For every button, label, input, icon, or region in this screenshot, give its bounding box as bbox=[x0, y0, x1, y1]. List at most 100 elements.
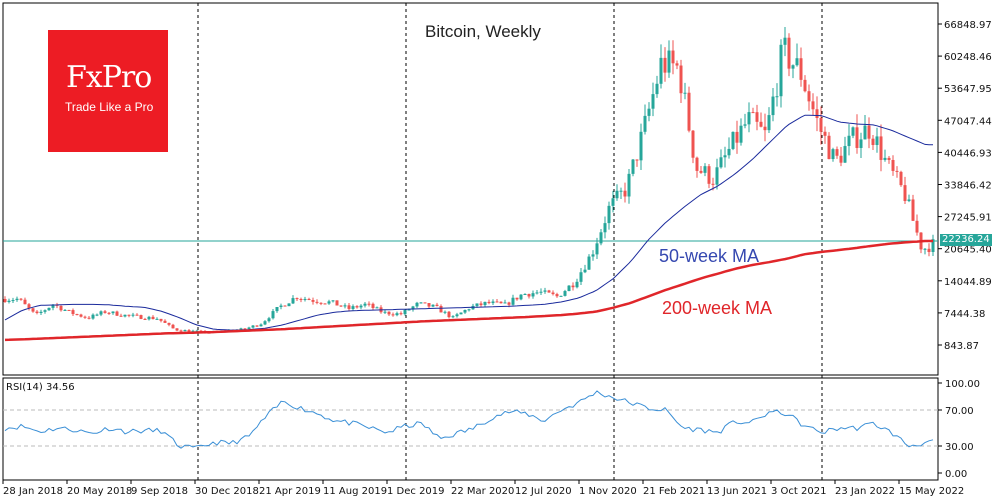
candle-body bbox=[623, 190, 627, 197]
candle-body bbox=[855, 127, 859, 148]
candle-body bbox=[479, 303, 483, 306]
candle-body bbox=[303, 298, 307, 300]
candle-body bbox=[183, 330, 187, 332]
candle-body bbox=[607, 205, 611, 224]
candle-body bbox=[191, 330, 195, 332]
candle-body bbox=[735, 131, 739, 143]
candle-body bbox=[399, 313, 403, 315]
candle-body bbox=[39, 311, 43, 314]
candle-body bbox=[643, 115, 647, 132]
rsi-label: RSI(14) 34.56 bbox=[6, 382, 75, 393]
candle-body bbox=[695, 157, 699, 171]
x-tick-label: 12 Jul 2020 bbox=[515, 486, 572, 497]
candle-body bbox=[395, 313, 399, 316]
candle-body bbox=[543, 290, 547, 292]
candle-body bbox=[275, 307, 279, 312]
candle-body bbox=[59, 305, 63, 311]
candle-body bbox=[475, 303, 479, 306]
candle-body bbox=[167, 322, 171, 325]
candle-body bbox=[847, 135, 851, 147]
candle-body bbox=[291, 298, 295, 304]
candle-body bbox=[115, 311, 119, 316]
candle-body bbox=[639, 131, 643, 161]
candle-body bbox=[619, 190, 623, 192]
rsi-panel-frame bbox=[2, 377, 939, 481]
candle-body bbox=[195, 330, 199, 332]
candle-body bbox=[239, 328, 243, 330]
candle-body bbox=[495, 301, 499, 303]
candle-body bbox=[187, 330, 191, 332]
candle-body bbox=[723, 155, 727, 158]
logo-brand: FxPro bbox=[66, 60, 152, 95]
candle-body bbox=[7, 300, 11, 303]
candle-body bbox=[575, 281, 579, 288]
candle-body bbox=[91, 314, 95, 319]
candle-body bbox=[99, 311, 103, 315]
candle-body bbox=[179, 330, 183, 332]
candle-body bbox=[747, 112, 751, 125]
candle-body bbox=[247, 327, 251, 330]
candle-body bbox=[367, 303, 371, 305]
candle-body bbox=[615, 190, 619, 199]
candle-body bbox=[551, 292, 555, 295]
candle-body bbox=[899, 171, 903, 186]
candle-body bbox=[863, 125, 867, 140]
candle-body bbox=[255, 325, 259, 327]
candle-body bbox=[903, 185, 907, 202]
candle-body bbox=[327, 301, 331, 304]
candle-body bbox=[667, 50, 671, 73]
candle-body bbox=[779, 44, 783, 97]
candle-body bbox=[79, 314, 83, 317]
candle-body bbox=[691, 130, 695, 158]
candle-body bbox=[803, 79, 807, 92]
candle-body bbox=[159, 318, 163, 321]
candle-body bbox=[315, 301, 319, 303]
candle-body bbox=[631, 159, 635, 174]
candle-body bbox=[811, 101, 815, 110]
chart-title: Bitcoin, Weekly bbox=[425, 22, 541, 41]
candle-body bbox=[51, 304, 55, 308]
candle-body bbox=[715, 167, 719, 185]
candle-body bbox=[603, 223, 607, 233]
ma200-label: 200-week MA bbox=[662, 298, 773, 318]
candle-body bbox=[363, 303, 367, 306]
x-tick-label: 9 Sep 2018 bbox=[131, 486, 188, 497]
candle-body bbox=[699, 170, 703, 173]
candle-body bbox=[671, 50, 675, 64]
candle-body bbox=[879, 136, 883, 160]
candle-body bbox=[611, 198, 615, 206]
candle-body bbox=[491, 301, 495, 304]
candle-body bbox=[703, 166, 707, 173]
candle-body bbox=[891, 159, 895, 171]
candle-body bbox=[155, 318, 159, 320]
x-tick-label: 1 Nov 2020 bbox=[579, 486, 637, 497]
candle-body bbox=[807, 91, 811, 102]
y-tick-label: 40446.93 bbox=[944, 148, 992, 159]
candle-body bbox=[411, 306, 415, 310]
candle-body bbox=[739, 125, 743, 143]
candle-body bbox=[595, 243, 599, 255]
candle-body bbox=[143, 318, 147, 320]
candle-body bbox=[791, 65, 795, 69]
candle-body bbox=[295, 298, 299, 300]
candle-body bbox=[351, 306, 355, 309]
candle-body bbox=[675, 63, 679, 66]
candle-body bbox=[371, 303, 375, 309]
candle-body bbox=[171, 324, 175, 329]
candle-body bbox=[727, 148, 731, 156]
candle-body bbox=[547, 290, 551, 293]
candle-body bbox=[307, 298, 311, 301]
candle-body bbox=[111, 311, 115, 314]
candle-body bbox=[15, 298, 19, 301]
candle-body bbox=[763, 126, 767, 131]
candle-body bbox=[431, 304, 435, 307]
candle-body bbox=[271, 311, 275, 319]
candle-body bbox=[311, 300, 315, 302]
candle-body bbox=[831, 149, 835, 160]
candle-body bbox=[483, 301, 487, 306]
candle-body bbox=[375, 307, 379, 309]
candle-body bbox=[775, 96, 779, 98]
candle-body bbox=[415, 302, 419, 307]
candle-body bbox=[535, 292, 539, 294]
candle-body bbox=[163, 320, 167, 323]
